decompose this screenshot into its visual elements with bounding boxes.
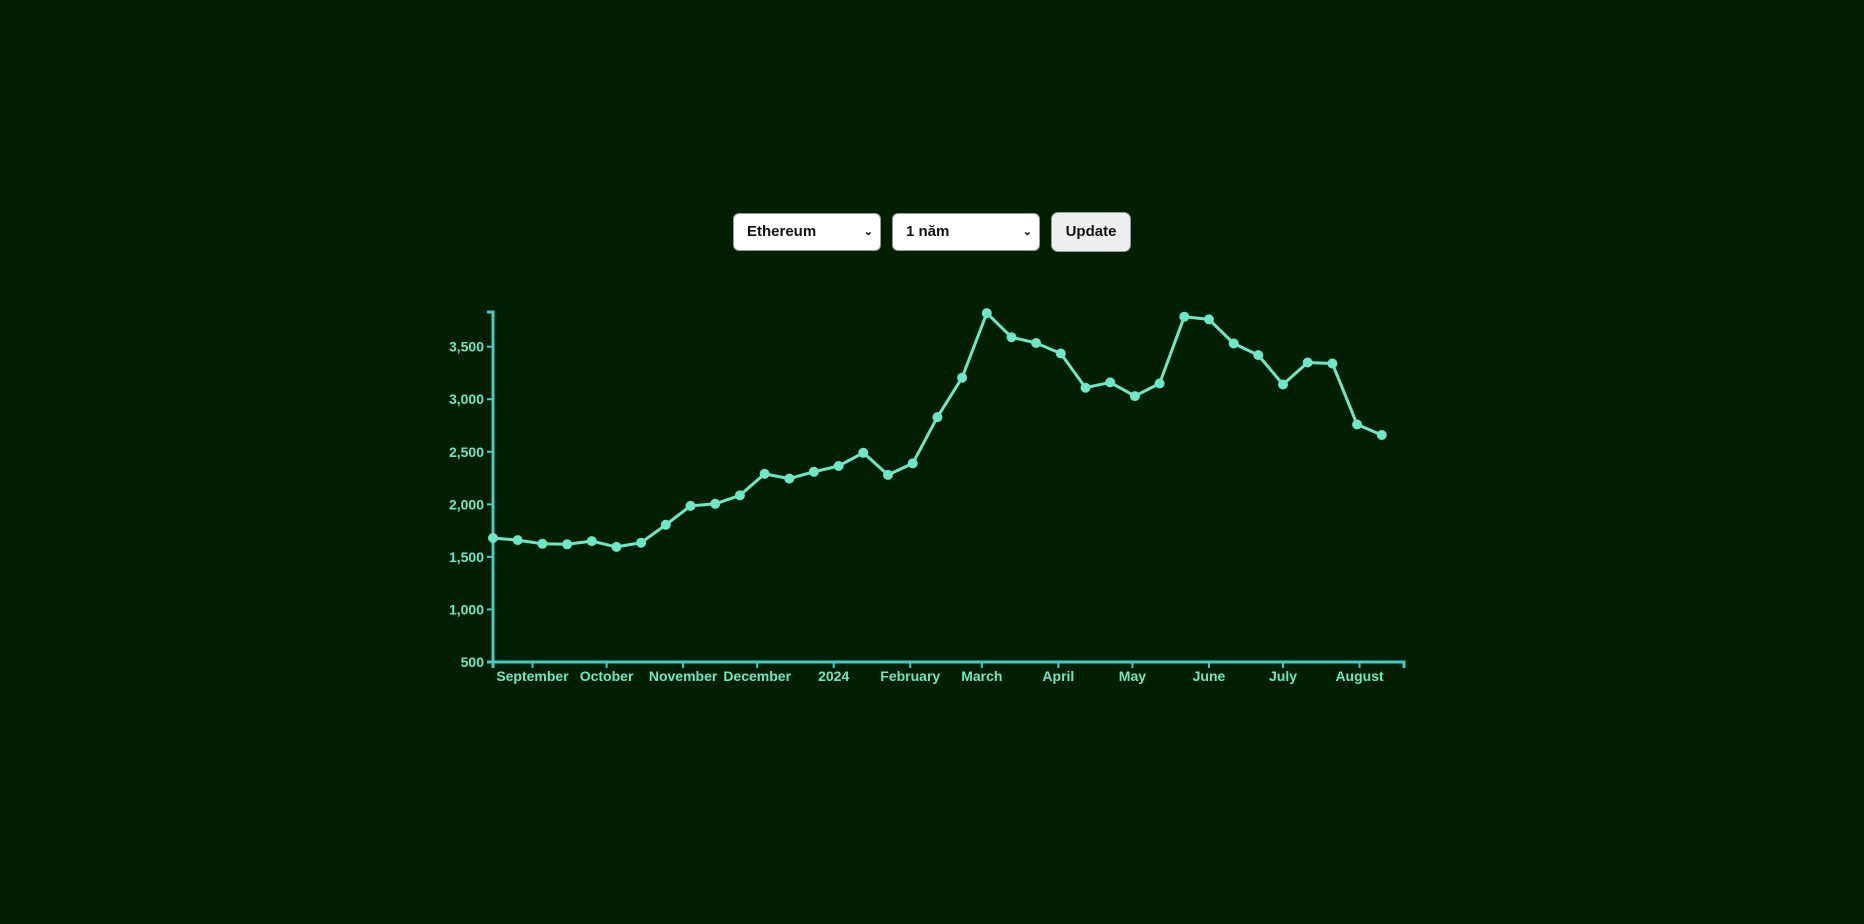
data-point: [1302, 357, 1313, 368]
data-points: [488, 308, 1387, 552]
x-tick-label: April: [1042, 668, 1074, 684]
data-point: [932, 412, 943, 423]
range-select[interactable]: 1 năm ⌄: [892, 213, 1040, 251]
data-point: [1080, 382, 1091, 393]
x-tick-label: March: [961, 668, 1002, 684]
y-axis: 500 1,000 1,500 2,000 2,500 3,000 3,500: [449, 310, 495, 670]
data-point: [710, 498, 721, 509]
data-point: [1105, 377, 1116, 388]
x-axis-line: [491, 660, 1406, 668]
data-point: [1278, 379, 1288, 390]
data-point: [883, 469, 893, 480]
data-point: [488, 533, 498, 543]
price-line: [492, 311, 1383, 549]
data-point: [907, 458, 918, 469]
x-tick-label: December: [723, 668, 791, 684]
x-tick-label: September: [496, 668, 569, 684]
data-point: [784, 473, 795, 484]
coin-select[interactable]: Ethereum ⌄: [733, 213, 881, 251]
data-point: [685, 500, 696, 511]
update-button[interactable]: Update: [1051, 212, 1131, 252]
data-point: [808, 466, 819, 477]
data-point: [759, 468, 770, 479]
y-tick-label: 3,500: [449, 339, 484, 355]
x-tick-label: October: [580, 668, 634, 684]
y-tick-label: 2,000: [449, 496, 484, 512]
data-point: [1327, 358, 1338, 369]
y-tick-label: 2,500: [449, 444, 484, 460]
x-tick-label: August: [1335, 668, 1384, 684]
data-point: [1352, 419, 1363, 430]
data-point: [1253, 350, 1264, 361]
y-tick-label: 1,000: [449, 601, 484, 617]
data-point: [660, 519, 671, 530]
data-point: [1376, 430, 1387, 440]
chevron-down-icon: ⌄: [863, 226, 873, 238]
x-tick-label: November: [649, 668, 718, 684]
x-tick-label: July: [1269, 668, 1297, 684]
data-point: [1228, 338, 1239, 349]
data-point: [833, 461, 844, 471]
data-point: [858, 447, 869, 458]
data-point: [586, 536, 597, 547]
data-point: [1204, 314, 1214, 325]
y-tick-label: 500: [461, 654, 485, 670]
x-tick-label: June: [1193, 668, 1226, 684]
data-point: [512, 535, 523, 546]
x-tick-label: May: [1119, 668, 1146, 684]
data-point: [734, 490, 745, 501]
chevron-down-icon: ⌄: [1022, 226, 1032, 238]
data-point: [611, 541, 622, 552]
data-point: [1006, 332, 1017, 343]
data-point: [1179, 311, 1190, 322]
chart-controls: Ethereum ⌄ 1 năm ⌄ Update: [733, 212, 1131, 252]
data-point: [1129, 391, 1140, 402]
coin-select-value: Ethereum: [747, 223, 817, 240]
x-axis: September October November December 2024 Febr…: [491, 660, 1406, 684]
y-tick-label: 3,000: [449, 391, 484, 407]
data-point: [1154, 378, 1165, 389]
data-point: [562, 539, 573, 550]
data-point: [981, 308, 992, 319]
range-select-value: 1 năm: [906, 223, 950, 240]
x-tick-label: 2024: [818, 668, 849, 684]
x-tick-label: February: [880, 668, 940, 684]
data-point: [636, 537, 647, 548]
data-point: [537, 538, 548, 549]
y-tick-label: 1,500: [449, 549, 484, 565]
data-point: [957, 372, 968, 383]
data-point: [1031, 338, 1042, 348]
data-point: [1055, 348, 1066, 359]
